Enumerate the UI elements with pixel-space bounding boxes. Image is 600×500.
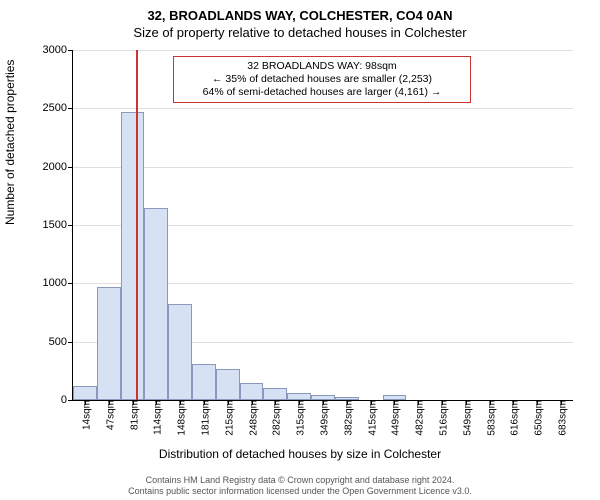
gridline	[73, 108, 573, 109]
gridline	[73, 50, 573, 51]
annotation-line3: 64% of semi-detached houses are larger (…	[182, 86, 462, 99]
xtick-label: 148sqm	[173, 400, 188, 436]
ytick-label: 1000	[43, 277, 73, 289]
xtick-label: 449sqm	[387, 400, 402, 436]
xtick-label: 482sqm	[411, 400, 426, 436]
xtick-label: 650sqm	[530, 400, 545, 436]
histogram-bar	[216, 369, 240, 401]
xtick-label: 516sqm	[435, 400, 450, 436]
subtitle: Size of property relative to detached ho…	[0, 23, 600, 40]
xtick-label: 616sqm	[506, 400, 521, 436]
xtick-label: 114sqm	[149, 400, 164, 435]
gridline	[73, 167, 573, 168]
xtick-label: 81sqm	[125, 400, 140, 430]
ytick-label: 500	[49, 336, 73, 348]
xtick-label: 382sqm	[339, 400, 354, 436]
xtick-label: 181sqm	[196, 400, 211, 436]
xtick-label: 549sqm	[458, 400, 473, 436]
xtick-label: 315sqm	[292, 400, 307, 436]
ytick-label: 2500	[43, 102, 73, 114]
xtick-label: 282sqm	[268, 400, 283, 436]
xtick-label: 215sqm	[220, 400, 235, 436]
property-marker-line	[136, 50, 138, 400]
xtick-label: 47sqm	[101, 400, 116, 430]
ytick-label: 3000	[43, 44, 73, 56]
footer-attribution: Contains HM Land Registry data © Crown c…	[0, 475, 600, 497]
chart-plot-area: 05001000150020002500300014sqm47sqm81sqm1…	[72, 50, 573, 401]
histogram-bar	[97, 287, 121, 400]
xtick-label: 248sqm	[244, 400, 259, 436]
supertitle: 32, BROADLANDS WAY, COLCHESTER, CO4 0AN	[0, 0, 600, 23]
xtick-label: 415sqm	[363, 400, 378, 436]
xtick-label: 683sqm	[554, 400, 569, 436]
histogram-bar	[287, 393, 311, 400]
xtick-label: 583sqm	[482, 400, 497, 436]
ytick-label: 0	[61, 394, 73, 406]
annotation-box: 32 BROADLANDS WAY: 98sqm← 35% of detache…	[173, 56, 471, 103]
histogram-bar	[168, 304, 192, 400]
xtick-label: 14sqm	[77, 400, 92, 430]
x-axis-label: Distribution of detached houses by size …	[0, 447, 600, 461]
footer-line1: Contains HM Land Registry data © Crown c…	[0, 475, 600, 486]
histogram-bar	[240, 383, 264, 401]
histogram-bar	[192, 364, 216, 400]
ytick-label: 1500	[43, 219, 73, 231]
footer-line2: Contains public sector information licen…	[0, 486, 600, 497]
histogram-bar	[121, 112, 145, 400]
ytick-label: 2000	[43, 161, 73, 173]
histogram-bar	[144, 208, 168, 401]
histogram-bar	[263, 388, 287, 400]
y-axis-label: Number of detached properties	[3, 60, 17, 225]
annotation-line1: 32 BROADLANDS WAY: 98sqm	[182, 60, 462, 73]
histogram-bar	[73, 386, 97, 400]
annotation-line2: ← 35% of detached houses are smaller (2,…	[182, 73, 462, 86]
xtick-label: 349sqm	[315, 400, 330, 436]
